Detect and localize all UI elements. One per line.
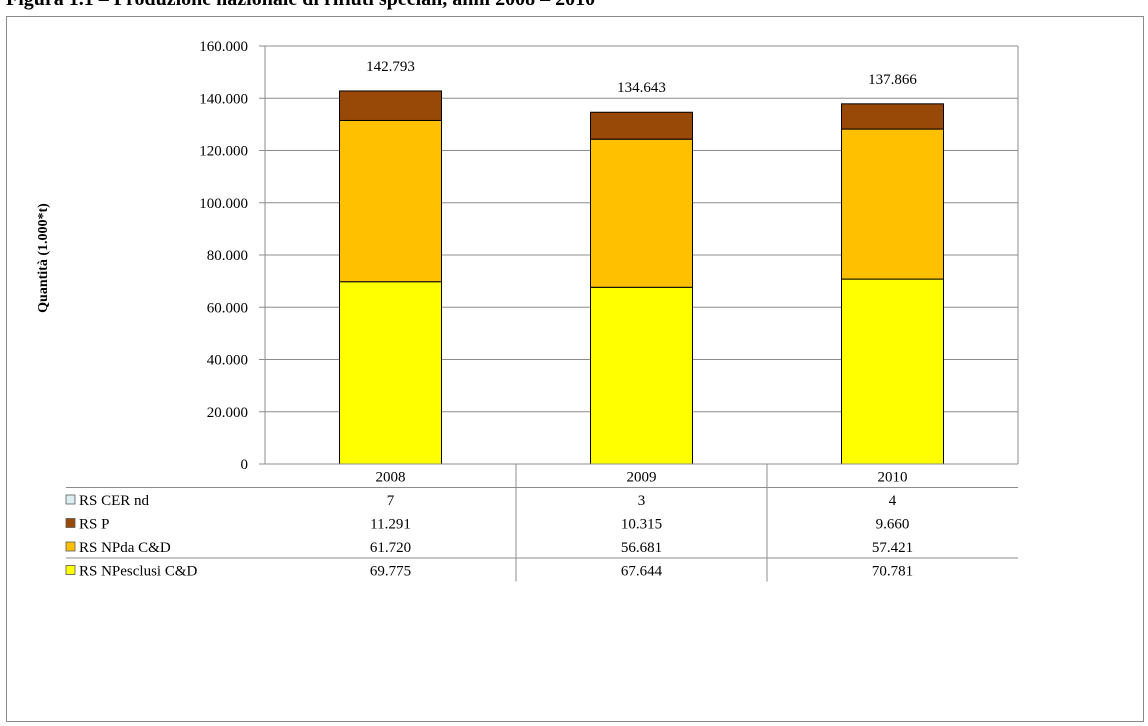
x-tick-label: 2010	[878, 470, 908, 486]
total-label: 142.793	[366, 59, 415, 75]
legend-swatch	[65, 541, 76, 552]
bar-segment	[590, 138, 693, 288]
y-tick-label: 160.000	[199, 39, 248, 55]
y-tick-label: 40.000	[207, 353, 248, 369]
chart-frame	[6, 16, 1144, 722]
bars	[339, 90, 944, 465]
table-value: 70.781	[872, 564, 913, 580]
table-value: 67.644	[621, 564, 663, 580]
figure-title: Figura 1.1 – Produzione nazionale di rif…	[0, 0, 1148, 11]
bar-segment	[339, 281, 442, 465]
data-table: 2008 2009 2010 RS CER nd 7 3 4 RS P 11.291 10.315…	[65, 463, 1018, 582]
y-tick-label: 60.000	[207, 300, 248, 316]
bar-segment	[339, 90, 442, 121]
y-axis-ticks: 0 20.000 40.000 60.000 80.000 100.000 120.000 1…	[199, 39, 248, 473]
y-tick-label: 80.000	[207, 248, 248, 264]
x-tick-label: 2008	[376, 470, 406, 486]
total-label: 137.866	[868, 72, 917, 88]
legend-swatch	[65, 518, 76, 528]
table-value: 69.775	[370, 564, 411, 580]
bar-segment	[841, 278, 944, 465]
legend-label: RS NPda C&D	[79, 540, 171, 556]
legend-label: RS P	[79, 517, 109, 533]
total-labels: 142.793 134.643 137.866	[366, 59, 917, 96]
legend-label: RS CER nd	[79, 493, 150, 509]
bar-segment	[841, 103, 944, 130]
y-tick-label: 120.000	[199, 144, 248, 160]
y-tick-label: 0	[241, 457, 249, 473]
table-value: 57.421	[872, 540, 913, 556]
table-value: 9.660	[876, 517, 910, 533]
legend-label: RS NPesclusi C&D	[79, 564, 198, 580]
table-value: 3	[638, 493, 646, 509]
bar-segment	[590, 111, 693, 140]
table-value: 10.315	[621, 517, 662, 533]
bar-segment	[590, 286, 693, 465]
total-label: 134.643	[617, 80, 666, 96]
y-tick-label: 20.000	[207, 405, 248, 421]
bar-segment	[339, 119, 442, 283]
y-axis-label: Quantità (1.000*t)	[36, 203, 51, 313]
legend-swatch	[65, 494, 76, 505]
table-value: 7	[387, 493, 395, 509]
bar-segment	[841, 128, 944, 280]
table-value: 61.720	[370, 540, 411, 556]
x-tick-label: 2009	[627, 470, 657, 486]
y-tick-label: 100.000	[199, 196, 248, 212]
table-value: 4	[889, 493, 897, 509]
y-tick-label: 140.000	[199, 91, 248, 107]
legend-swatch	[65, 565, 76, 575]
table-value: 11.291	[370, 517, 411, 533]
table-value: 56.681	[621, 540, 662, 556]
